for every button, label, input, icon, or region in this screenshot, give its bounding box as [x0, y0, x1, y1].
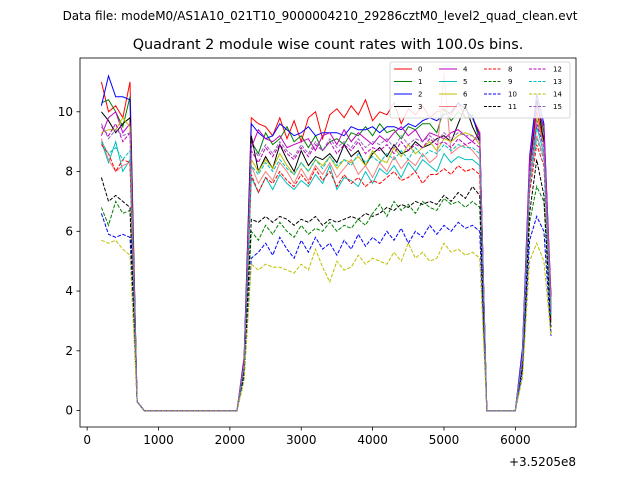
legend-label-12: 12 [553, 66, 562, 74]
x-tick-label: 5000 [429, 433, 460, 447]
legend-box [389, 61, 571, 119]
legend-label-10: 10 [508, 91, 517, 99]
series-line-9 [100, 184, 552, 412]
x-tick-label: 0 [83, 433, 91, 447]
series-line-10 [100, 213, 552, 412]
legend-label-5: 5 [463, 78, 467, 86]
legend-label-4: 4 [463, 66, 468, 74]
x-tick-label: 3000 [286, 433, 317, 447]
x-axis-offset-label: +3.5205e8 [509, 455, 576, 469]
plot-area [100, 72, 552, 412]
legend-label-8: 8 [508, 66, 512, 74]
legend-label-14: 14 [553, 91, 562, 99]
legend-label-13: 13 [553, 78, 562, 86]
legend-label-7: 7 [463, 103, 467, 111]
x-tick-label: 1000 [143, 433, 174, 447]
axes-frame [79, 57, 577, 428]
y-tick-label: 10 [58, 105, 73, 119]
legend-label-6: 6 [463, 91, 468, 99]
series-line-15 [100, 120, 552, 412]
x-tick-label: 6000 [500, 433, 531, 447]
legend-label-0: 0 [418, 66, 422, 74]
legend-label-11: 11 [508, 103, 517, 111]
legend-label-15: 15 [553, 103, 562, 111]
y-tick-label: 8 [65, 165, 73, 179]
chart-suptitle: Data file: modeM0/AS1A10_021T10_90000042… [63, 9, 578, 23]
legend-label-3: 3 [418, 103, 422, 111]
x-tick-label: 2000 [215, 433, 246, 447]
chart-title: Quadrant 2 module wise count rates with … [133, 37, 524, 53]
series-line-14 [101, 239, 552, 412]
y-tick-label: 0 [65, 404, 73, 418]
x-tick-label: 4000 [357, 433, 388, 447]
y-tick-label: 4 [65, 284, 73, 298]
y-tick-label: 2 [65, 344, 73, 358]
legend-label-9: 9 [508, 78, 512, 86]
legend-label-1: 1 [418, 78, 422, 86]
series-line-11 [100, 159, 552, 412]
y-tick-label: 6 [65, 224, 73, 238]
legend-label-2: 2 [418, 91, 422, 99]
